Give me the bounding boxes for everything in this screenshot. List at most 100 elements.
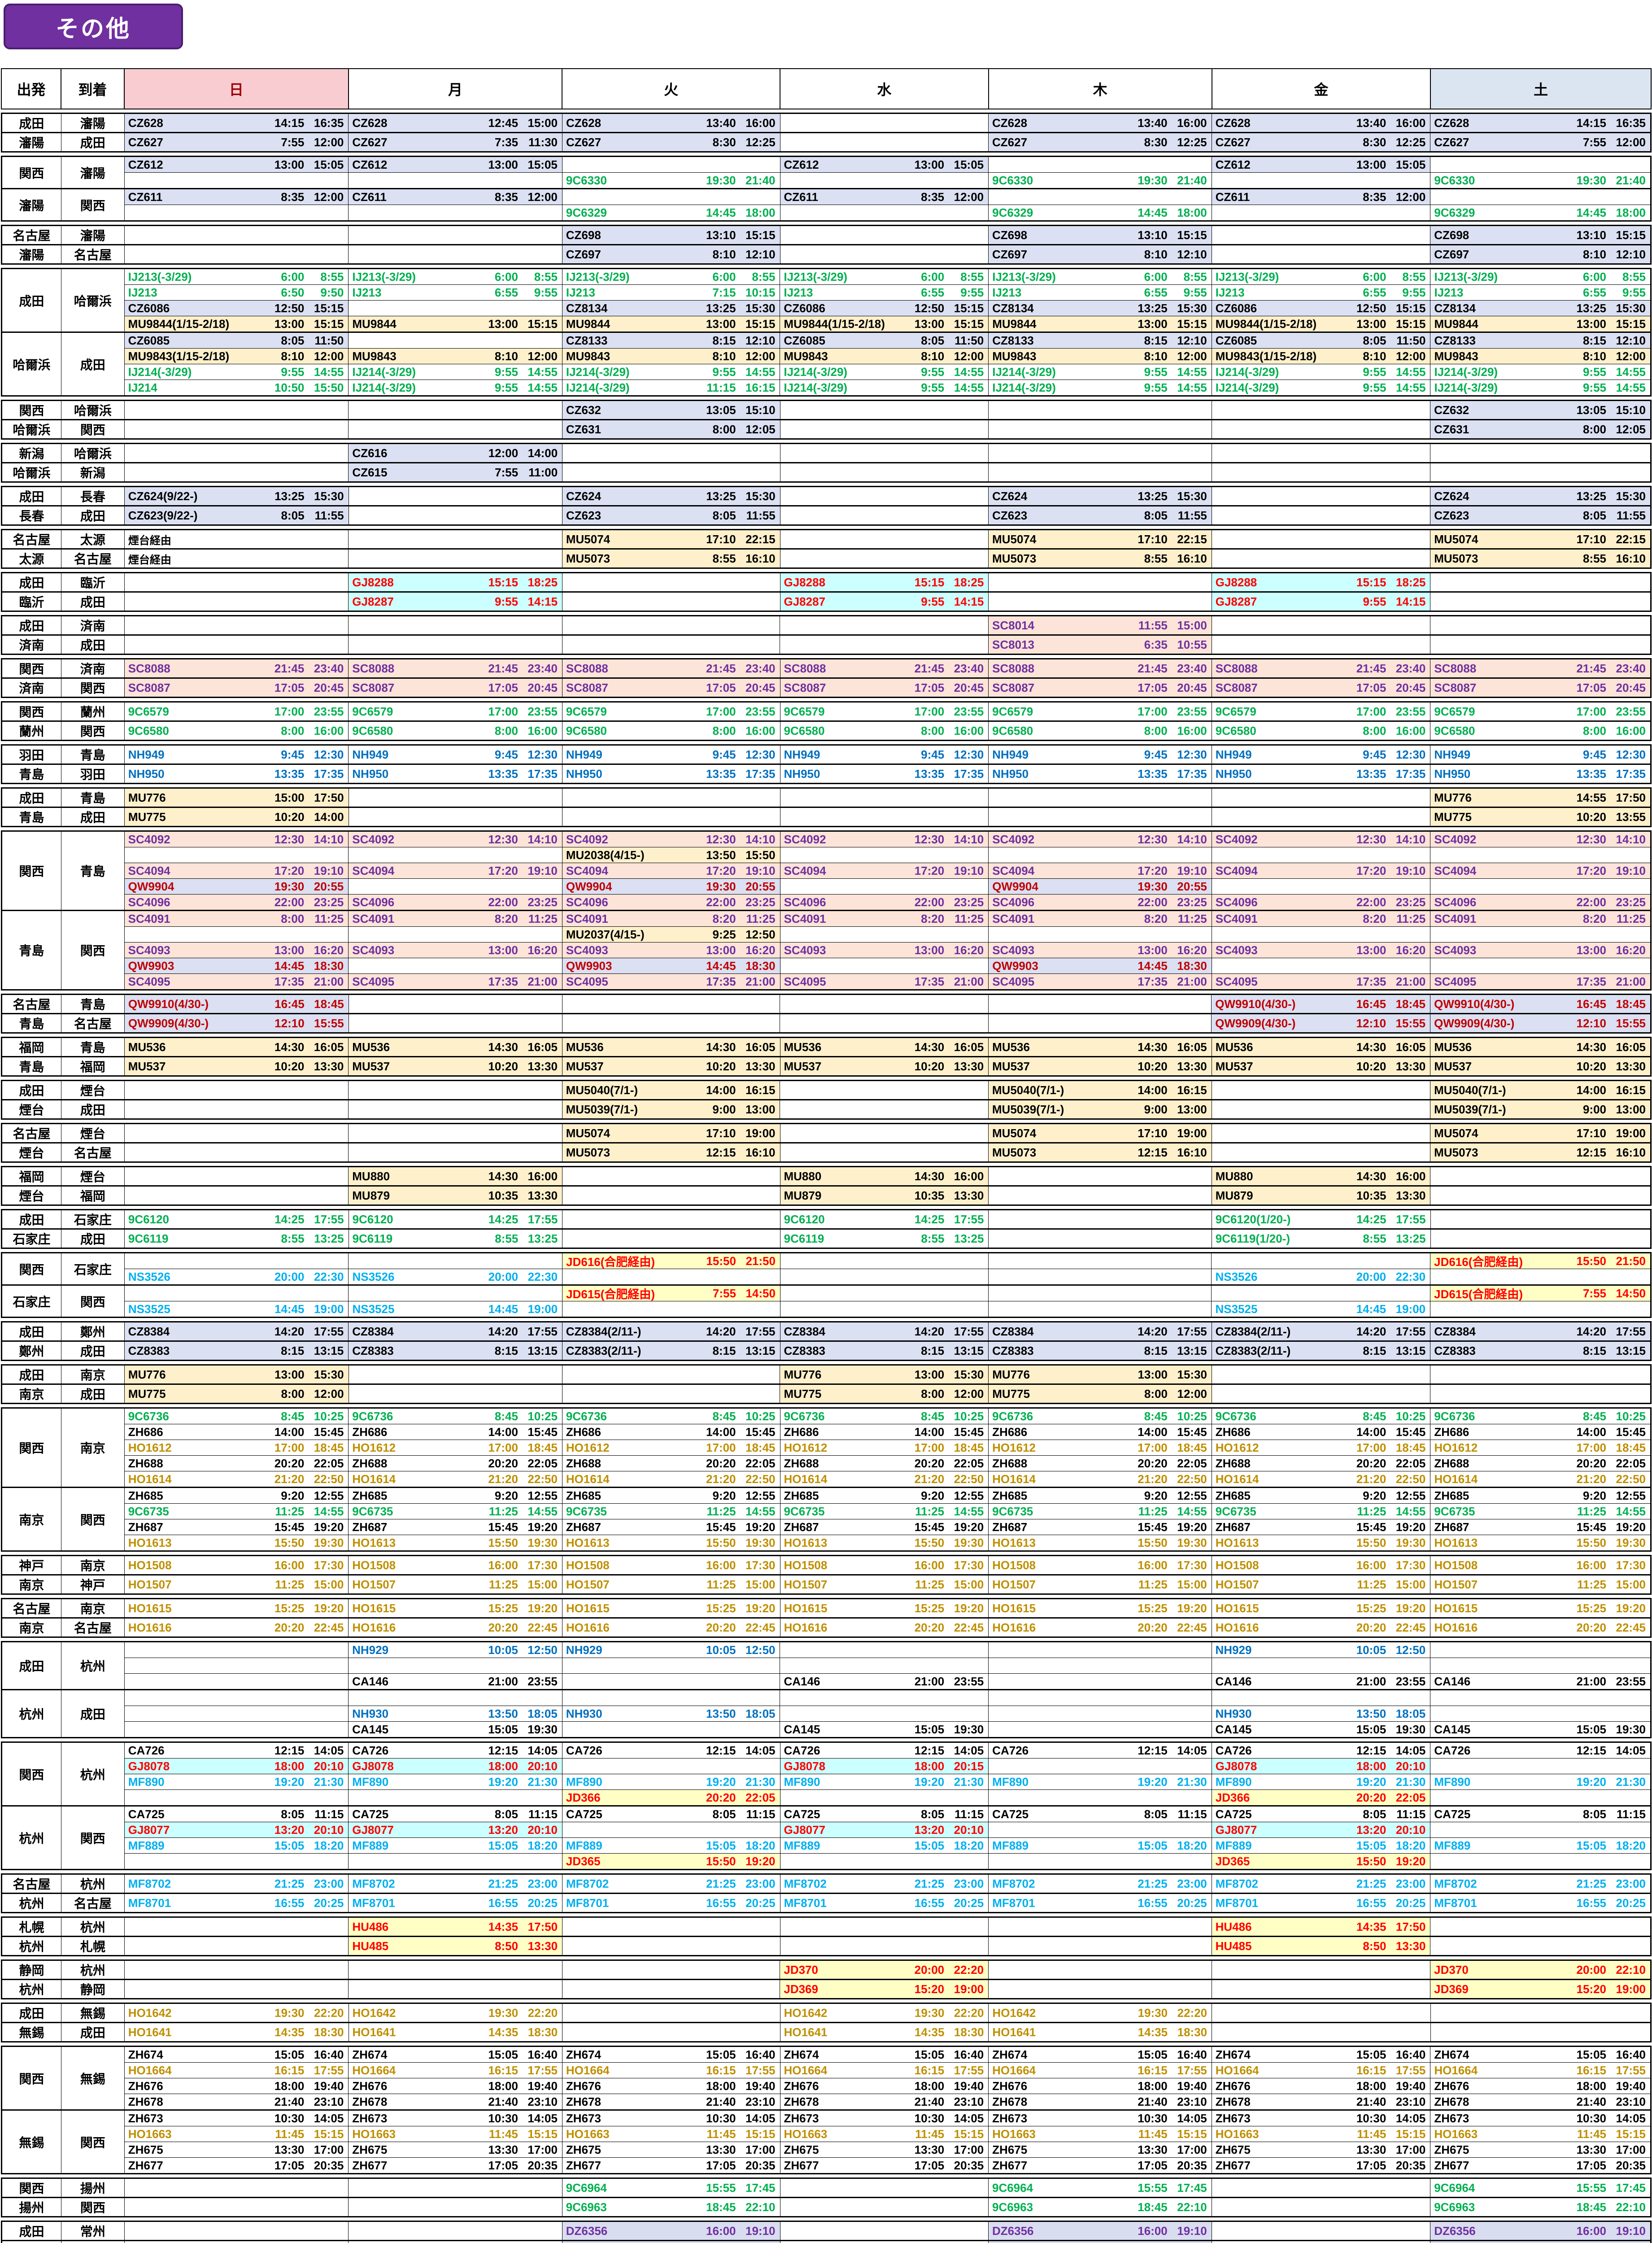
- flight-number: QW9910(4/30-): [128, 997, 209, 1011]
- flight-cell: 9C6736 8:45 10:25: [124, 1408, 349, 1424]
- route-group: 成田 青島 MU776 15:00 17:50 MU776 14:55 17:50 青島 成田 MU…: [1, 787, 1652, 827]
- time-depart: 20:20: [274, 1620, 305, 1634]
- time-arrive: 12:00: [1177, 349, 1207, 363]
- time-arrive: 23:00: [745, 1876, 776, 1890]
- flight-cell: HO1616 20:20 22:45: [562, 1617, 780, 1637]
- flight-cell: 煙台経由: [124, 548, 349, 568]
- flight-number: SC4094: [992, 864, 1035, 877]
- empty-cell: [780, 2240, 989, 2243]
- flight-cell: HO1612 17:00 18:45: [988, 1440, 1212, 1456]
- empty-cell: [124, 419, 349, 439]
- flight-cell: IJ213(-3/29) 6:00 8:55: [124, 268, 349, 285]
- time-depart: 12:45: [488, 116, 519, 130]
- flight-cell: SC4095 17:35 21:00: [1430, 973, 1651, 990]
- flight-cell: NH949 9:45 12:30: [988, 745, 1212, 764]
- flight-number: IJ213: [1434, 285, 1464, 299]
- arrival-city: 成田: [61, 505, 125, 525]
- time-arrive: 19:30: [527, 1722, 558, 1736]
- time-depart: 6:00: [1144, 270, 1168, 284]
- time-arrive: 23:10: [527, 2095, 558, 2108]
- flight-number: IJ214(-3/29): [1434, 365, 1498, 379]
- empty-cell: [348, 1142, 562, 1162]
- time-depart: 14:30: [274, 1040, 305, 1054]
- time-depart: 21:45: [1576, 661, 1607, 675]
- flight-number: CZ628: [128, 116, 163, 130]
- flight-number: 9C6736: [566, 1409, 607, 1423]
- empty-cell: [988, 1822, 1212, 1838]
- time-depart: 16:00: [1576, 2224, 1607, 2238]
- time-arrive: 15:30: [314, 1367, 344, 1381]
- time-depart: 21:25: [706, 1876, 736, 1890]
- empty-cell: [1430, 1917, 1651, 1937]
- flight-cell: IJ213(-3/29) 6:00 8:55: [348, 268, 562, 285]
- flight-number: MF8701: [128, 1896, 171, 1910]
- arrival-city: 南京: [61, 1598, 125, 1618]
- flight-cell: CZ632 13:05 15:10: [562, 400, 780, 420]
- time-depart: 22:00: [1576, 895, 1607, 909]
- time-arrive: 11:15: [528, 1807, 558, 1821]
- time-arrive: 12:25: [1395, 135, 1426, 149]
- empty-cell: [780, 878, 989, 895]
- time-depart: 21:45: [274, 661, 305, 675]
- flight-number: ZH688: [1434, 1456, 1469, 1470]
- time-depart: 8:55: [1363, 1231, 1386, 1245]
- time-depart: 12:15: [1576, 1145, 1607, 1159]
- flight-number: IJ214(-3/29): [992, 380, 1056, 394]
- time-arrive: 15:55: [1395, 1016, 1426, 1030]
- time-arrive: 11:55: [1177, 508, 1207, 522]
- time-arrive: 19:20: [1177, 1601, 1207, 1615]
- route-group: 名古屋 瀋陽 CZ698 13:10 15:15 CZ698 13:10 15:15 CZ698…: [1, 225, 1652, 265]
- flight-number: NH929: [566, 1643, 602, 1657]
- flight-number: 9C6579: [352, 704, 393, 718]
- time-depart: 17:00: [274, 704, 305, 718]
- empty-cell: [780, 958, 989, 974]
- empty-cell: [780, 529, 989, 549]
- empty-cell: [348, 205, 562, 221]
- time-depart: 14:20: [1356, 1324, 1386, 1338]
- flight-number: CZ632: [566, 403, 601, 417]
- flight-cell: 9C6329 14:45 18:00: [562, 205, 780, 221]
- flight-cell: HO1615 15:25 19:20: [780, 1598, 989, 1618]
- flight-number: NH950: [1215, 767, 1252, 781]
- arrival-city: 名古屋: [61, 548, 125, 568]
- flight-number: SC4091: [784, 912, 826, 925]
- departure-city: 関西: [1, 2178, 61, 2198]
- time-arrive: 15:15: [527, 317, 558, 331]
- flight-number: ZH678: [1434, 2095, 1469, 2108]
- flight-cell: QW9909(4/30-) 12:10 15:55: [1430, 1013, 1651, 1033]
- flight-cell: 9C6579 17:00 23:55: [348, 702, 562, 721]
- time-depart: 9:55: [494, 594, 519, 608]
- flight-cell: HO1507 11:25 15:00: [780, 1574, 989, 1594]
- time-arrive: 8:55: [320, 270, 344, 284]
- flight-cell: HO1616 20:20 22:45: [124, 1617, 349, 1637]
- arrival-city: 関西: [61, 720, 125, 741]
- time-depart: 9:55: [712, 365, 736, 379]
- time-depart: 21:00: [914, 1674, 945, 1688]
- time-arrive: 9:55: [1402, 285, 1426, 299]
- route-group: 関西 蘭州 9C6579 17:00 23:55 9C6579 17:00 23:55 9C65…: [1, 701, 1652, 741]
- time-depart: 14:20: [274, 1324, 305, 1338]
- time-arrive: 14:10: [1616, 832, 1646, 846]
- flight-cell: SC4091 8:20 11:25: [1211, 910, 1431, 927]
- time-arrive: 15:45: [1395, 1425, 1426, 1439]
- departure-city: 関西: [1, 400, 61, 420]
- flight-cell: SC4091 8:20 11:25: [988, 910, 1212, 927]
- empty-cell: [988, 1228, 1212, 1248]
- time-arrive: 20:45: [1616, 681, 1646, 694]
- flight-number: CZ627: [992, 135, 1028, 149]
- flight-number: CZ624: [992, 489, 1028, 503]
- time-depart: 21:25: [1356, 1876, 1386, 1890]
- time-depart: 9:20: [1363, 1488, 1386, 1502]
- flight-number: JD366: [1215, 1790, 1250, 1804]
- flight-cell: MU536 14:30 16:05: [562, 1037, 780, 1057]
- header-day-1: 月: [348, 68, 563, 109]
- time-arrive: 17:55: [745, 1324, 776, 1338]
- arrival-city: 煙台: [61, 1166, 125, 1186]
- time-arrive: 21:30: [1177, 1775, 1207, 1789]
- flight-cell: MU2037(4/15-) 9:25 12:50: [562, 926, 780, 943]
- time-arrive: 18:20: [954, 1838, 984, 1852]
- time-arrive: 11:50: [314, 333, 344, 347]
- time-arrive: 21:30: [1395, 1775, 1426, 1789]
- time-depart: 15:25: [914, 1601, 945, 1615]
- empty-cell: [124, 591, 349, 611]
